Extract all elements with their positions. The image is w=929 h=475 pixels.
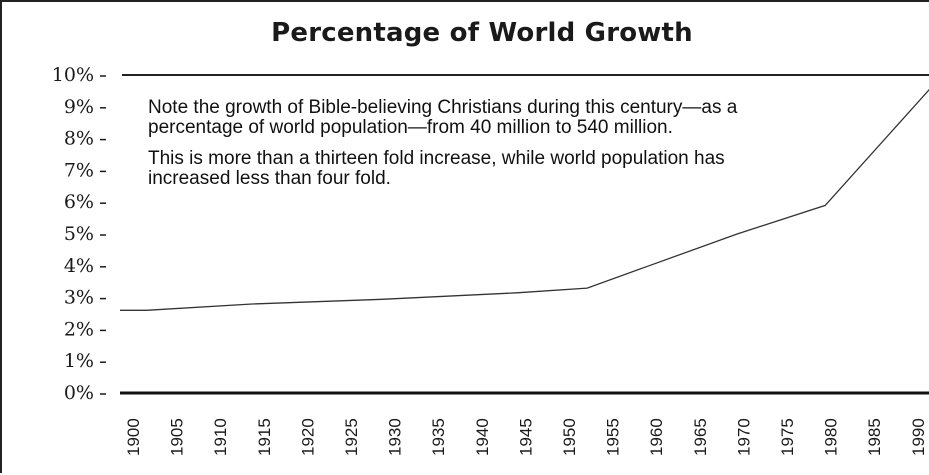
y-tick-label: 3%: [64, 287, 94, 309]
y-axis: 0% 1% 2% 3% 4% 5% 6% 7% 8% 9% 10%: [52, 64, 106, 404]
y-tick-label: 8%: [64, 128, 94, 150]
annotation-box: Note the growth of Bible-believing Chris…: [148, 98, 768, 200]
x-tick-label: 1960: [647, 418, 666, 456]
x-axis: 1900 1905 1910 1915 1920 1925 1930 1935 1940 1945…: [124, 418, 928, 456]
annotation-1: Note the growth of Bible-believing Chris…: [148, 97, 738, 138]
y-tick-label: 2%: [64, 318, 94, 340]
x-tick-label: 1975: [778, 418, 797, 456]
x-tick-label: 1900: [124, 418, 143, 456]
chart-title: Percentage of World Growth: [271, 18, 693, 48]
series-group: [120, 88, 929, 311]
annotation-2: This is more than a thirteen fold increa…: [148, 148, 725, 189]
x-tick-label: 1940: [473, 418, 492, 456]
x-tick-label: 1955: [604, 418, 623, 456]
x-tick-label: 1990: [909, 418, 928, 456]
y-tick-label: 9%: [64, 96, 94, 118]
x-tick-label: 1930: [386, 418, 405, 456]
y-tick-label: 6%: [64, 191, 94, 213]
y-tick-label: 5%: [64, 223, 94, 245]
y-tick-label: 7%: [64, 159, 94, 181]
x-tick-label: 1980: [822, 418, 841, 456]
x-tick-label: 1915: [255, 418, 274, 456]
x-tick-label: 1925: [342, 418, 361, 456]
x-tick-label: 1920: [298, 418, 317, 456]
y-tick-label: 10%: [52, 64, 94, 86]
y-tick-label: 1%: [64, 350, 94, 372]
series-line: [120, 88, 929, 311]
x-tick-label: 1965: [691, 418, 710, 456]
y-tick-label: 4%: [64, 255, 94, 277]
x-tick-label: 1945: [516, 418, 535, 456]
x-tick-label: 1910: [211, 418, 230, 456]
x-tick-label: 1985: [865, 418, 884, 456]
x-tick-label: 1970: [734, 418, 753, 456]
y-tick-label: 0%: [64, 382, 94, 404]
x-tick-label: 1935: [429, 418, 448, 456]
x-tick-label: 1905: [168, 418, 187, 456]
x-tick-label: 1950: [560, 418, 579, 456]
